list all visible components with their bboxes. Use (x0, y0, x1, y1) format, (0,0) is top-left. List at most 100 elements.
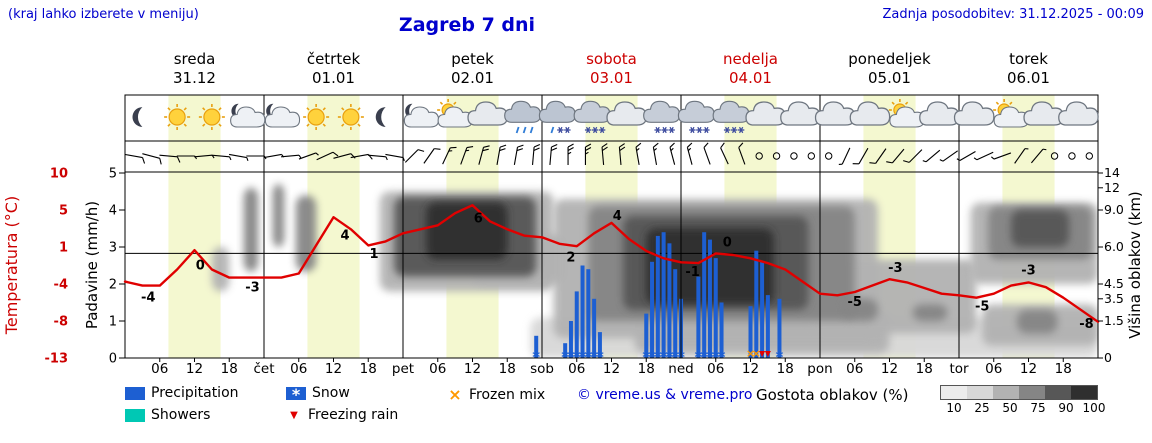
calm-wind-icon (772, 152, 781, 160)
snow-marker-icon: * (567, 348, 575, 366)
cloud-height-tick-label: 3.5 (1104, 291, 1124, 306)
weather-icon-sun (303, 104, 330, 130)
freezing-rain-marker-icon (764, 351, 771, 357)
cloud-density-swatch (1071, 386, 1097, 399)
snow-marker-icon: * (671, 348, 679, 366)
cloud-region (912, 304, 948, 321)
hour-tick-label: 06 (429, 361, 446, 377)
hour-tick-label: 12 (881, 361, 898, 377)
wind-barb-icon (211, 154, 232, 161)
day-date: 02.01 (451, 69, 494, 87)
hour-tick-label: 12 (603, 361, 620, 377)
day-name: nedelja (722, 50, 778, 68)
temp-tick-label: 5 (59, 204, 68, 219)
snow-marker-icon: * (642, 348, 650, 366)
weather-icon-cloud (919, 101, 960, 126)
chart-root: * ******* ******* ***** ×× *-40-341624-10-5-3… (45, 94, 1124, 377)
wind-barb-icon (618, 143, 626, 166)
weather-icon-snow (643, 100, 681, 134)
legend-frozen-mix: × Frozen mix (447, 385, 545, 404)
weather-icon-moon-cloud (264, 103, 301, 128)
temperature-value: 6 (474, 212, 483, 227)
hour-tick-label: 06 (846, 361, 863, 377)
precip-tick-label: 2 (109, 278, 117, 293)
weather-icon-cloud (1058, 101, 1099, 126)
weather-icon-sun (164, 104, 191, 130)
weather-icon-cloud (953, 101, 995, 126)
weather-icons-row (132, 99, 1099, 134)
wind-barb-icon (601, 143, 608, 166)
wind-barb-icon (838, 147, 851, 165)
hour-tick-label: 06 (290, 361, 307, 377)
precip-bar (586, 269, 591, 358)
precip-bar (563, 343, 568, 358)
day-header: sobota 03.01 (542, 50, 681, 88)
wind-barb-icon (423, 148, 441, 164)
temperature-value: -3 (1021, 263, 1035, 278)
hour-tick-label: 06 (151, 361, 168, 377)
wind-barb-icon (246, 155, 267, 160)
temp-tick-label: 10 (50, 167, 68, 182)
copyright-link[interactable]: © vreme.us & vreme.pro (577, 387, 753, 403)
precip-bar (713, 258, 718, 358)
weather-icon-sun-cloud (993, 99, 1029, 128)
cloud-region (843, 298, 878, 321)
weather-icon-moon-cloud (403, 103, 440, 128)
precip-bar (534, 335, 539, 358)
cloud-density-scale-labels: 10 25 50 75 90 100 (940, 401, 1108, 415)
day-abbr-label: tor (949, 361, 969, 377)
cloud-height-tick-label: 12 (1104, 180, 1120, 195)
precip-bar (655, 235, 660, 358)
wind-barb-icon (124, 153, 146, 164)
weather-icon-snow (573, 100, 611, 134)
snow-swatch-icon: * (286, 386, 306, 402)
temp-tick-label: -8 (54, 315, 68, 330)
showers-swatch-icon (125, 408, 145, 422)
snow-marker-icon: * (579, 348, 587, 366)
cloud-density-value: 90 (1058, 401, 1074, 415)
freezing-rain-icon: ▼ (290, 409, 298, 421)
temperature-axis-title: Temperatura (°C) (2, 196, 21, 335)
wind-barb-icon (159, 154, 181, 163)
day-date: 05.01 (868, 69, 911, 87)
wind-barb-icon (385, 153, 405, 161)
precip-bar (574, 291, 579, 358)
wind-barb-icon (513, 144, 524, 165)
temperature-line (123, 203, 1100, 323)
temperature-value: 4 (341, 228, 350, 243)
cloud-region (426, 202, 508, 260)
legend-showers: Showers (125, 407, 210, 423)
weather-icon-cloud (814, 101, 856, 126)
snow-marker-icon: * (665, 348, 673, 366)
hour-tick-label: 06 (707, 361, 724, 377)
legend-label-freezing-rain: Freezing rain (308, 407, 399, 423)
frozen-mix-marker-icon: × (746, 347, 755, 360)
wind-barb-icon (367, 154, 388, 161)
wind-barb-icon (869, 148, 887, 164)
page-title: Zagreb 7 dni (398, 14, 536, 36)
wind-barb-icon (298, 152, 319, 160)
precip-bar (707, 239, 712, 358)
precip-type-markers: * ******* ******* ***** ×× * (532, 347, 783, 366)
weather-icon-sleet (538, 100, 576, 134)
cloud-height-tick-label: 9.0 (1104, 202, 1124, 217)
wind-barb-icon (720, 142, 729, 165)
wind-barb-icon (567, 143, 574, 165)
menu-hint-text: (kraj lahko izberete v meniju) (8, 7, 199, 22)
wind-barb-icon (142, 153, 162, 165)
hour-tick-label: 18 (221, 361, 238, 377)
cloud-density-swatch (1019, 386, 1045, 399)
snow-marker-icon: * (694, 348, 702, 366)
cloud-region (1016, 309, 1058, 334)
legend-label-frozen-mix: Frozen mix (469, 386, 546, 403)
frozen-mix-icon: × (448, 385, 462, 404)
day-header: nedelja 04.01 (681, 50, 820, 88)
cloud-density-value: 10 (946, 401, 962, 415)
snow-marker-icon: * (596, 348, 604, 366)
wind-barb-icon (228, 153, 249, 161)
snow-marker-icon: * (712, 348, 720, 366)
wind-barb-icon (316, 151, 339, 161)
calm-wind-icon (807, 152, 816, 160)
precip-bar (748, 306, 753, 358)
